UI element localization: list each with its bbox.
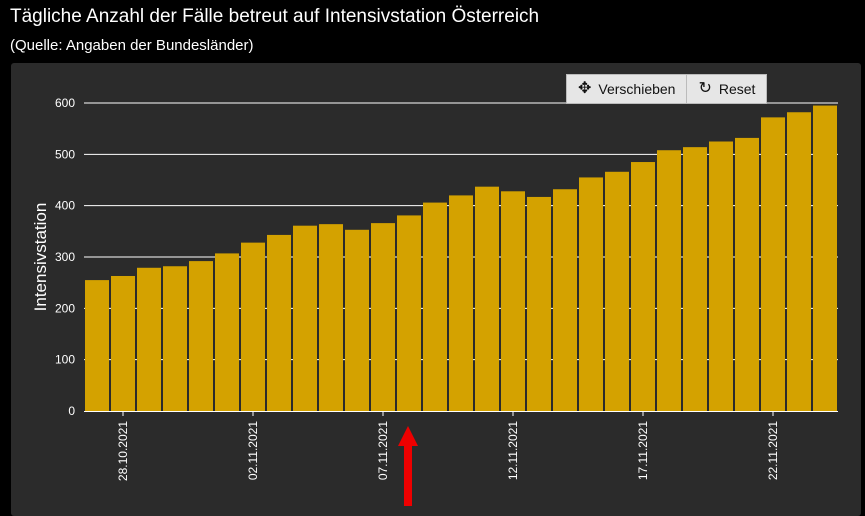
bar[interactable] xyxy=(813,105,837,412)
move-arrows-icon: ✥ xyxy=(578,80,592,97)
x-tick-label: 17.11.2021 xyxy=(636,421,650,480)
bar[interactable] xyxy=(787,112,811,412)
pan-button[interactable]: ✥ Verschieben xyxy=(567,75,687,103)
bar[interactable] xyxy=(553,189,577,411)
chart-toolbar: ✥ Verschieben ↻ Reset xyxy=(566,74,768,104)
rotate-icon: ↻ xyxy=(698,80,712,97)
bar[interactable] xyxy=(657,150,681,411)
bar[interactable] xyxy=(683,147,707,411)
x-tick-label: 07.11.2021 xyxy=(376,421,390,480)
bar[interactable] xyxy=(293,225,317,411)
bar[interactable] xyxy=(241,242,265,411)
bar[interactable] xyxy=(85,280,109,411)
bar[interactable] xyxy=(631,162,655,411)
y-tick-label: 500 xyxy=(55,147,75,161)
bar[interactable] xyxy=(397,215,421,411)
bar[interactable] xyxy=(371,223,395,411)
bar[interactable] xyxy=(709,141,733,412)
bar[interactable] xyxy=(423,202,447,411)
y-tick-label: 400 xyxy=(55,199,75,213)
bar[interactable] xyxy=(761,117,785,411)
bar[interactable] xyxy=(319,224,343,411)
pan-button-label: Verschieben xyxy=(598,81,676,97)
bar[interactable] xyxy=(527,196,551,411)
x-tick-label: 02.11.2021 xyxy=(246,421,260,480)
bar[interactable] xyxy=(449,195,473,411)
reset-button[interactable]: ↻ Reset xyxy=(686,75,767,103)
y-tick-label: 0 xyxy=(68,404,75,418)
bar[interactable] xyxy=(605,171,629,411)
bar[interactable] xyxy=(137,267,161,411)
bar[interactable] xyxy=(111,275,135,411)
reset-button-label: Reset xyxy=(718,81,756,97)
y-tick-label: 600 xyxy=(55,96,75,110)
y-tick-label: 100 xyxy=(55,353,75,367)
x-tick-label: 12.11.2021 xyxy=(506,421,520,480)
bar[interactable] xyxy=(215,253,239,411)
bar[interactable] xyxy=(267,234,291,411)
y-axis-title: Intensivstation xyxy=(31,203,50,312)
red-arrow-marker xyxy=(398,426,418,506)
bar[interactable] xyxy=(345,229,369,411)
bar[interactable] xyxy=(579,177,603,411)
x-tick-label: 22.11.2021 xyxy=(766,421,780,480)
bar[interactable] xyxy=(189,261,213,411)
bar[interactable] xyxy=(501,191,525,411)
chart-subtitle: (Quelle: Angaben der Bundesländer) xyxy=(10,37,254,54)
y-tick-label: 300 xyxy=(55,250,75,264)
y-tick-label: 200 xyxy=(55,301,75,315)
x-tick-label: 28.10.2021 xyxy=(116,421,130,481)
bar[interactable] xyxy=(735,137,759,411)
chart-title: Tägliche Anzahl der Fälle betreut auf In… xyxy=(10,6,540,27)
bar[interactable] xyxy=(163,266,187,411)
bar[interactable] xyxy=(475,186,499,411)
